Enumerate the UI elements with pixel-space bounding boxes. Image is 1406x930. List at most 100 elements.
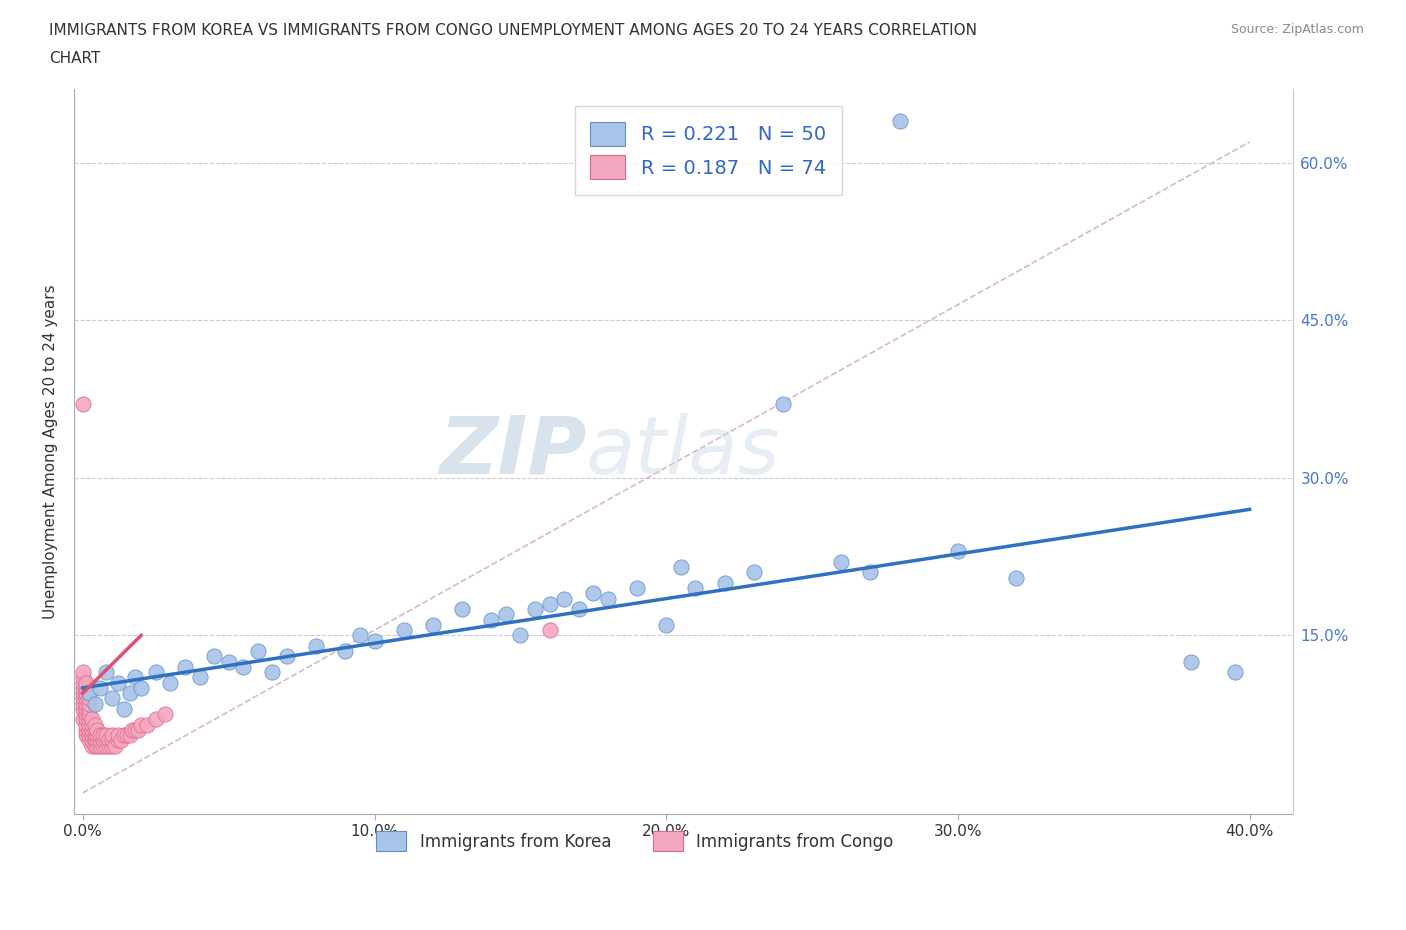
Point [188,670,211,684]
Text: ZIP: ZIP [439,413,586,491]
Text: IMMIGRANTS FROM KOREA VS IMMIGRANTS FROM CONGO UNEMPLOYMENT AMONG AGES 20 TO 24 : IMMIGRANTS FROM KOREA VS IMMIGRANTS FROM… [49,23,977,38]
Point [98,738,121,753]
Point [830,554,852,569]
Point [655,618,678,632]
Point [96,727,118,742]
Point [129,681,152,696]
Point [91,738,114,753]
Point [75,711,97,726]
Point [392,623,415,638]
Point [96,665,118,680]
Point [75,675,97,690]
Point [72,670,94,684]
Point [77,723,100,737]
Point [451,602,474,617]
Point [83,723,105,737]
Point [72,681,94,696]
Point [713,576,735,591]
Point [83,717,105,732]
Point [159,675,181,690]
Point [80,717,103,732]
Point [80,727,103,742]
Point [72,697,94,711]
Point [772,397,794,412]
Point [96,738,118,753]
Point [75,681,97,696]
Point [596,591,619,606]
Point [80,711,103,726]
Point [1223,665,1246,680]
Point [626,580,648,595]
Point [107,727,129,742]
Point [86,733,108,748]
Point [72,675,94,690]
Point [96,733,118,748]
Point [246,644,269,658]
Point [118,685,141,700]
Point [112,727,135,742]
Point [124,723,146,737]
Point [72,397,94,412]
Point [77,733,100,748]
Point [98,733,121,748]
Point [72,711,94,726]
Point [523,602,546,617]
Point [305,638,328,653]
Point [568,602,591,617]
Point [77,701,100,716]
Point [479,612,502,627]
Point [72,691,94,706]
Point [80,723,103,737]
Point [89,727,111,742]
Text: atlas: atlas [586,413,780,491]
Point [75,701,97,716]
Point [91,727,114,742]
Point [145,665,167,680]
Point [77,707,100,722]
Point [75,697,97,711]
Point [118,727,141,742]
Point [262,665,284,680]
Point [495,607,517,622]
Point [75,691,97,706]
Legend: Immigrants from Korea, Immigrants from Congo: Immigrants from Korea, Immigrants from C… [368,823,901,860]
Point [145,711,167,726]
Point [538,596,561,611]
Point [72,685,94,700]
Point [107,733,129,748]
Point [232,659,254,674]
Point [86,727,108,742]
Point [91,733,114,748]
Point [80,733,103,748]
Point [422,618,444,632]
Point [276,649,298,664]
Point [83,727,105,742]
Point [202,649,225,664]
Point [101,738,124,753]
Point [110,733,132,748]
Point [77,685,100,700]
Point [75,685,97,700]
Point [538,623,561,638]
Point [509,628,531,643]
Point [75,717,97,732]
Point [101,733,124,748]
Point [77,717,100,732]
Text: Source: ZipAtlas.com: Source: ZipAtlas.com [1230,23,1364,36]
Point [742,565,765,579]
Y-axis label: Unemployment Among Ages 20 to 24 years: Unemployment Among Ages 20 to 24 years [44,285,58,619]
Point [89,681,111,696]
Point [859,565,882,579]
Point [83,733,105,748]
Point [115,727,138,742]
Point [101,727,124,742]
Point [101,691,124,706]
Point [104,738,127,753]
Point [75,707,97,722]
Point [89,738,111,753]
Point [685,580,707,595]
Point [77,711,100,726]
Point [86,738,108,753]
Point [127,723,149,737]
Point [75,727,97,742]
